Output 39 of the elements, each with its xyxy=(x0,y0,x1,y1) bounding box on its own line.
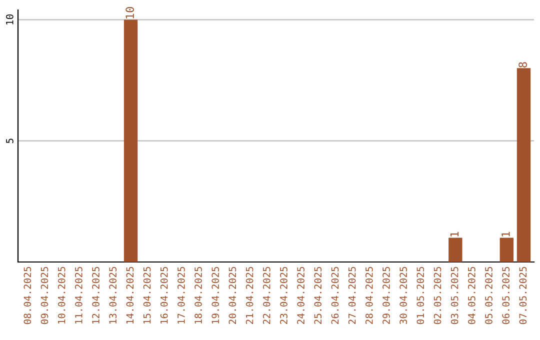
data-label: 1 xyxy=(502,232,510,236)
x-tick-label: 22.04.2025 xyxy=(262,266,270,324)
x-tick-label: 07.05.2025 xyxy=(519,266,527,324)
x-tick-label: 02.05.2025 xyxy=(434,266,442,324)
x-tick-label: 27.04.2025 xyxy=(348,266,356,324)
x-tick-label: 09.04.2025 xyxy=(40,266,48,324)
bar xyxy=(516,68,531,262)
x-tick-label: 17.04.2025 xyxy=(178,266,185,324)
x-tick-label: 16.04.2025 xyxy=(160,266,168,324)
x-tick-label: 03.05.2025 xyxy=(450,266,458,324)
x-tick-label: 01.05.2025 xyxy=(416,266,424,324)
x-tick-label: 25.04.2025 xyxy=(314,266,322,324)
x-tick-label: 08.04.2025 xyxy=(24,266,32,324)
x-tick-label: 29.04.2025 xyxy=(382,266,390,324)
data-label: 1 xyxy=(450,232,458,236)
x-tick-label: 04.05.2025 xyxy=(468,266,476,324)
x-tick-label: 19.04.2025 xyxy=(212,266,220,324)
x-tick-label: 30.04.2025 xyxy=(400,266,407,324)
x-tick-label: 28.04.2025 xyxy=(365,266,373,324)
x-tick-label: 06.05.2025 xyxy=(502,266,510,324)
x-tick-label: 13.04.2025 xyxy=(109,266,117,324)
bar xyxy=(448,238,462,262)
x-tick-label: 10.04.2025 xyxy=(58,266,66,324)
x-tick-label: 21.04.2025 xyxy=(246,266,254,324)
bar xyxy=(124,20,138,262)
x-tick-label: 24.04.2025 xyxy=(297,266,304,324)
data-label: 8 xyxy=(518,62,527,68)
x-tick-label: 15.04.2025 xyxy=(143,266,151,324)
x-tick-label: 05.05.2025 xyxy=(485,266,492,324)
x-tick-label: 14.04.2025 xyxy=(126,266,134,324)
x-tick-label: 26.04.2025 xyxy=(331,266,339,324)
bar xyxy=(500,238,514,262)
y-tick-label: 5 xyxy=(6,138,14,144)
x-tick-label: 23.04.2025 xyxy=(280,266,288,324)
x-tick-label: 11.04.2025 xyxy=(75,266,82,324)
x-tick-label: 18.04.2025 xyxy=(194,266,202,324)
x-tick-label: 12.04.2025 xyxy=(92,266,100,324)
data-label: 10 xyxy=(126,7,134,18)
x-tick-label: 20.04.2025 xyxy=(228,266,236,324)
